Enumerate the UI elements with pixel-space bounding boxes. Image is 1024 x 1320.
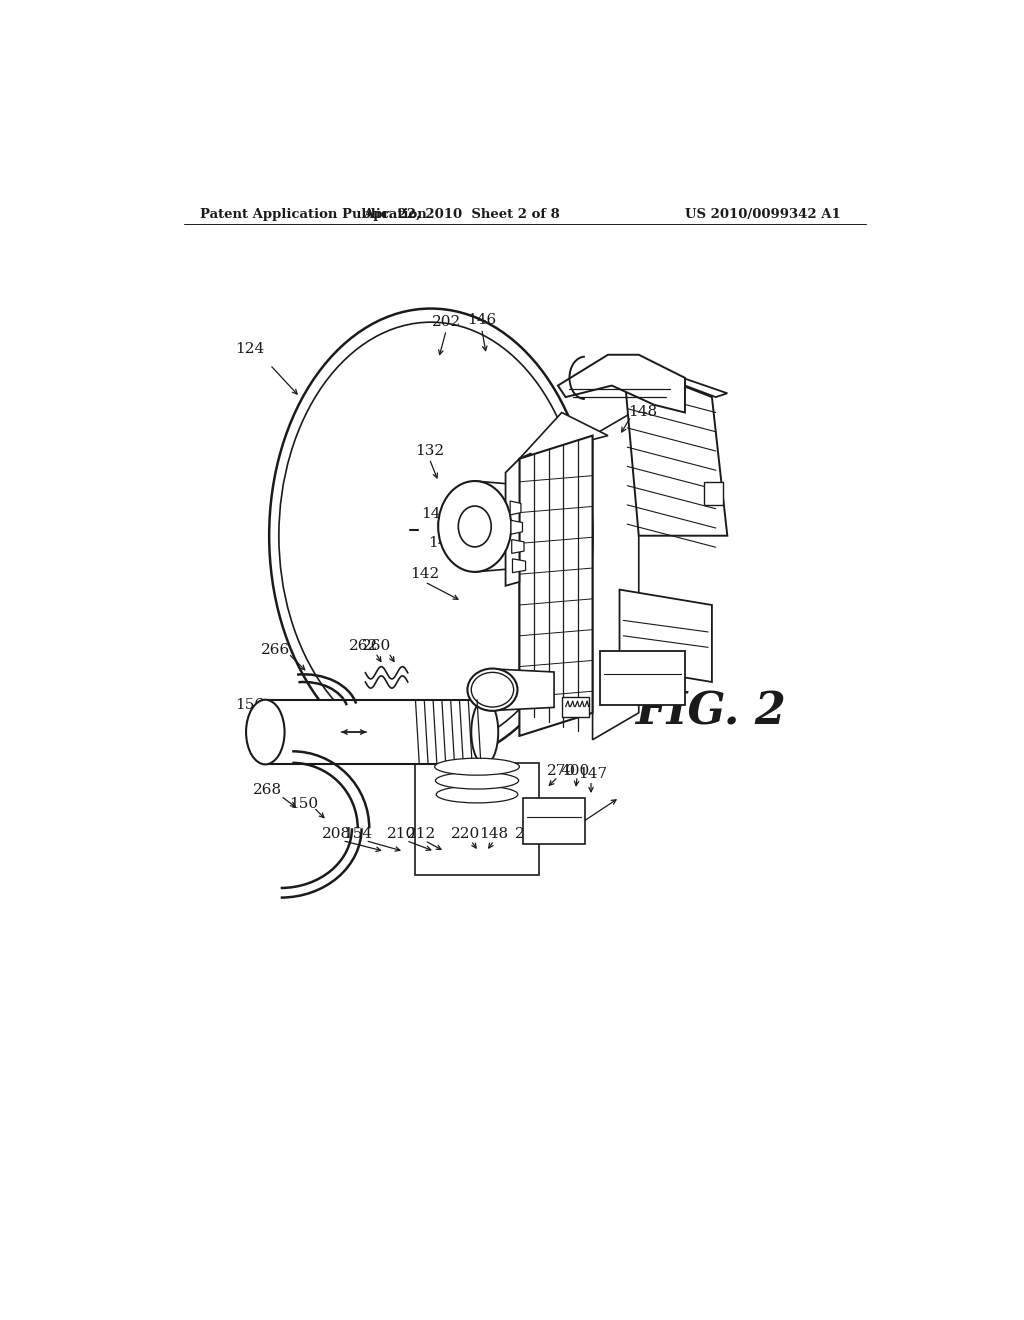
- Ellipse shape: [437, 800, 517, 817]
- Ellipse shape: [246, 700, 285, 764]
- Polygon shape: [519, 436, 593, 737]
- Polygon shape: [519, 412, 608, 459]
- Polygon shape: [510, 502, 521, 515]
- Polygon shape: [506, 459, 519, 586]
- Text: 264: 264: [515, 828, 544, 841]
- Ellipse shape: [269, 309, 593, 763]
- Text: 144: 144: [421, 507, 451, 521]
- Ellipse shape: [467, 668, 517, 711]
- Ellipse shape: [439, 841, 515, 858]
- Text: 142: 142: [410, 568, 439, 581]
- Polygon shape: [493, 669, 554, 710]
- Polygon shape: [265, 700, 484, 764]
- Polygon shape: [511, 520, 522, 535]
- Text: 210: 210: [387, 828, 416, 841]
- Ellipse shape: [471, 700, 499, 764]
- Text: US 2010/0099342 A1: US 2010/0099342 A1: [685, 209, 841, 222]
- Text: 202: 202: [432, 314, 461, 329]
- Polygon shape: [558, 355, 685, 412]
- Text: 268: 268: [253, 783, 283, 797]
- Text: 147: 147: [578, 767, 607, 781]
- Text: 266: 266: [261, 643, 290, 656]
- Ellipse shape: [471, 672, 514, 708]
- Text: 148: 148: [628, 405, 657, 420]
- Text: Patent Application Publication: Patent Application Publication: [200, 209, 427, 222]
- Ellipse shape: [459, 506, 492, 546]
- Text: 262: 262: [349, 639, 379, 653]
- Text: 132: 132: [415, 444, 443, 458]
- Polygon shape: [624, 363, 727, 536]
- Ellipse shape: [435, 772, 518, 789]
- Text: 220: 220: [451, 828, 480, 841]
- Text: 154: 154: [343, 828, 373, 841]
- Text: 208: 208: [323, 828, 351, 841]
- Text: 146: 146: [467, 313, 497, 327]
- Ellipse shape: [438, 828, 515, 845]
- Text: Apr. 22, 2010  Sheet 2 of 8: Apr. 22, 2010 Sheet 2 of 8: [364, 209, 560, 222]
- Polygon shape: [512, 558, 525, 573]
- Text: 156: 156: [236, 698, 264, 711]
- Polygon shape: [509, 482, 519, 496]
- Text: 400: 400: [561, 763, 590, 777]
- Ellipse shape: [435, 758, 519, 775]
- Ellipse shape: [279, 322, 583, 750]
- Text: 124: 124: [236, 342, 264, 356]
- Polygon shape: [519, 453, 531, 713]
- Text: 140: 140: [428, 536, 457, 550]
- Text: 212: 212: [407, 828, 436, 841]
- Polygon shape: [416, 763, 539, 875]
- Text: 148: 148: [479, 828, 509, 841]
- Text: 152: 152: [546, 828, 574, 841]
- Polygon shape: [523, 797, 585, 843]
- Text: 260: 260: [362, 639, 391, 653]
- Text: FIG. 2: FIG. 2: [635, 690, 785, 734]
- Text: 270: 270: [547, 763, 577, 777]
- Polygon shape: [562, 697, 589, 717]
- Ellipse shape: [438, 813, 516, 830]
- Polygon shape: [620, 590, 712, 682]
- Polygon shape: [512, 540, 524, 553]
- Polygon shape: [600, 651, 685, 705]
- Polygon shape: [475, 480, 548, 572]
- Polygon shape: [624, 360, 727, 397]
- Polygon shape: [705, 482, 724, 506]
- Ellipse shape: [436, 785, 518, 803]
- Ellipse shape: [438, 480, 511, 572]
- Polygon shape: [593, 409, 639, 739]
- Text: 150: 150: [289, 797, 318, 810]
